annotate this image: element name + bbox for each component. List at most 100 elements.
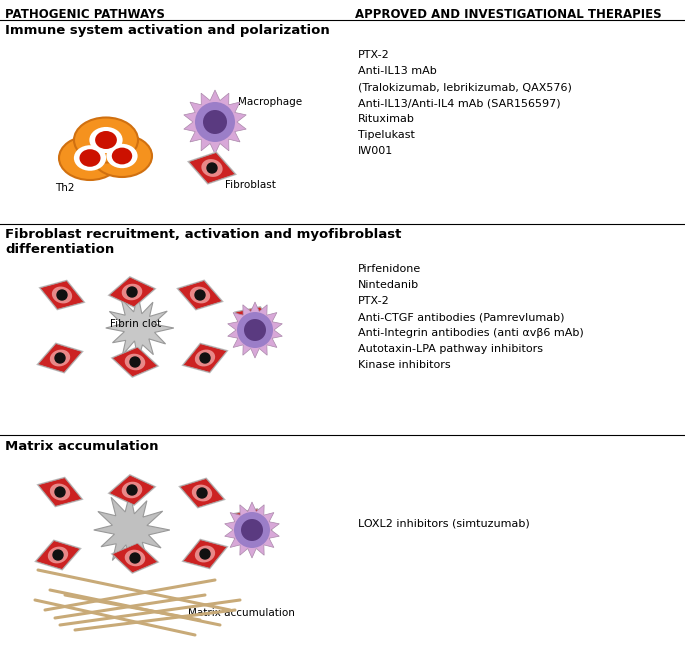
Polygon shape: [125, 550, 145, 566]
Circle shape: [200, 353, 210, 363]
Polygon shape: [112, 347, 158, 377]
Polygon shape: [187, 151, 237, 185]
Circle shape: [127, 485, 137, 495]
Polygon shape: [109, 277, 155, 307]
Circle shape: [57, 290, 67, 300]
Polygon shape: [178, 477, 226, 509]
Polygon shape: [231, 508, 273, 536]
Polygon shape: [112, 543, 158, 573]
Polygon shape: [182, 343, 229, 374]
Polygon shape: [108, 474, 157, 506]
Text: Tipelukast: Tipelukast: [358, 130, 415, 140]
Text: Fibroblast: Fibroblast: [225, 180, 276, 190]
Polygon shape: [178, 280, 222, 310]
Circle shape: [241, 519, 263, 541]
Circle shape: [55, 487, 65, 497]
Polygon shape: [192, 484, 212, 502]
Text: Matrix accumulation: Matrix accumulation: [188, 608, 295, 618]
Circle shape: [203, 110, 227, 134]
Polygon shape: [125, 354, 145, 370]
Text: PATHOGENIC PATHWAYS: PATHOGENIC PATHWAYS: [5, 8, 165, 21]
Circle shape: [250, 315, 260, 325]
Text: APPROVED AND INVESTIGATIONAL THERAPIES: APPROVED AND INVESTIGATIONAL THERAPIES: [355, 8, 662, 21]
Text: Rituximab: Rituximab: [358, 114, 415, 124]
Text: Immune system activation and polarization: Immune system activation and polarizatio…: [5, 24, 329, 37]
Polygon shape: [183, 540, 227, 568]
Text: LOXL2 inhibitors (simtuzumab): LOXL2 inhibitors (simtuzumab): [358, 518, 530, 528]
Text: Fibrin clot: Fibrin clot: [110, 319, 161, 329]
Polygon shape: [36, 343, 84, 374]
Polygon shape: [234, 306, 276, 334]
Text: Autotaxin-LPA pathway inhibitors: Autotaxin-LPA pathway inhibitors: [358, 344, 543, 354]
Polygon shape: [201, 159, 223, 177]
Ellipse shape: [112, 148, 132, 164]
Ellipse shape: [79, 149, 101, 167]
Polygon shape: [108, 276, 157, 308]
Text: Anti-IL13/Anti-IL4 mAb (SAR156597): Anti-IL13/Anti-IL4 mAb (SAR156597): [358, 98, 560, 108]
Text: Anti-Integrin antibodies (anti αvβ6 mAb): Anti-Integrin antibodies (anti αvβ6 mAb): [358, 328, 584, 338]
Polygon shape: [236, 307, 275, 333]
Polygon shape: [105, 294, 174, 360]
Polygon shape: [180, 478, 224, 508]
Polygon shape: [109, 475, 155, 505]
Polygon shape: [50, 350, 70, 366]
Polygon shape: [183, 344, 227, 372]
Text: IW001: IW001: [358, 146, 393, 156]
Text: Macrophage: Macrophage: [238, 97, 302, 107]
Polygon shape: [182, 539, 229, 570]
Polygon shape: [110, 346, 160, 378]
Polygon shape: [48, 546, 68, 564]
Polygon shape: [190, 286, 210, 304]
Polygon shape: [94, 492, 170, 566]
Text: Pirfenidone: Pirfenidone: [358, 264, 421, 274]
Circle shape: [127, 287, 137, 297]
Polygon shape: [232, 509, 271, 535]
Circle shape: [195, 290, 205, 300]
Polygon shape: [50, 484, 70, 500]
Polygon shape: [34, 539, 82, 571]
Polygon shape: [227, 302, 282, 358]
Polygon shape: [225, 502, 279, 558]
Circle shape: [244, 319, 266, 341]
Polygon shape: [189, 152, 235, 183]
Circle shape: [234, 512, 270, 548]
Circle shape: [55, 353, 65, 363]
Polygon shape: [122, 284, 142, 300]
Text: Fibroblast recruitment, activation and myofibroblast
differentiation: Fibroblast recruitment, activation and m…: [5, 228, 401, 256]
Polygon shape: [195, 546, 215, 562]
Polygon shape: [184, 90, 246, 154]
Text: PTX-2: PTX-2: [358, 296, 390, 306]
Ellipse shape: [92, 135, 152, 177]
Ellipse shape: [74, 145, 106, 171]
Polygon shape: [52, 286, 72, 304]
Text: Kinase inhibitors: Kinase inhibitors: [358, 360, 451, 370]
Ellipse shape: [89, 127, 123, 153]
Text: Anti-IL13 mAb: Anti-IL13 mAb: [358, 66, 437, 76]
Circle shape: [237, 312, 273, 348]
Text: Matrix accumulation: Matrix accumulation: [5, 440, 158, 453]
Circle shape: [53, 550, 63, 560]
Circle shape: [130, 357, 140, 367]
Circle shape: [195, 102, 235, 142]
Circle shape: [197, 488, 207, 498]
Ellipse shape: [95, 131, 117, 149]
Polygon shape: [38, 478, 82, 506]
Ellipse shape: [59, 136, 121, 180]
Text: Th2: Th2: [55, 183, 75, 193]
Polygon shape: [122, 482, 142, 498]
Circle shape: [200, 549, 210, 559]
Polygon shape: [36, 541, 80, 570]
Ellipse shape: [74, 117, 138, 162]
Text: (Tralokizumab, lebrikizumab, QAX576): (Tralokizumab, lebrikizumab, QAX576): [358, 82, 572, 92]
Polygon shape: [110, 542, 160, 574]
Polygon shape: [176, 279, 224, 311]
Circle shape: [207, 163, 217, 173]
Text: Nintedanib: Nintedanib: [358, 280, 419, 290]
Polygon shape: [40, 280, 84, 310]
Ellipse shape: [106, 144, 138, 168]
Polygon shape: [38, 344, 82, 372]
Polygon shape: [242, 514, 261, 530]
Circle shape: [130, 553, 140, 563]
Text: PTX-2: PTX-2: [358, 50, 390, 60]
Polygon shape: [38, 280, 86, 310]
